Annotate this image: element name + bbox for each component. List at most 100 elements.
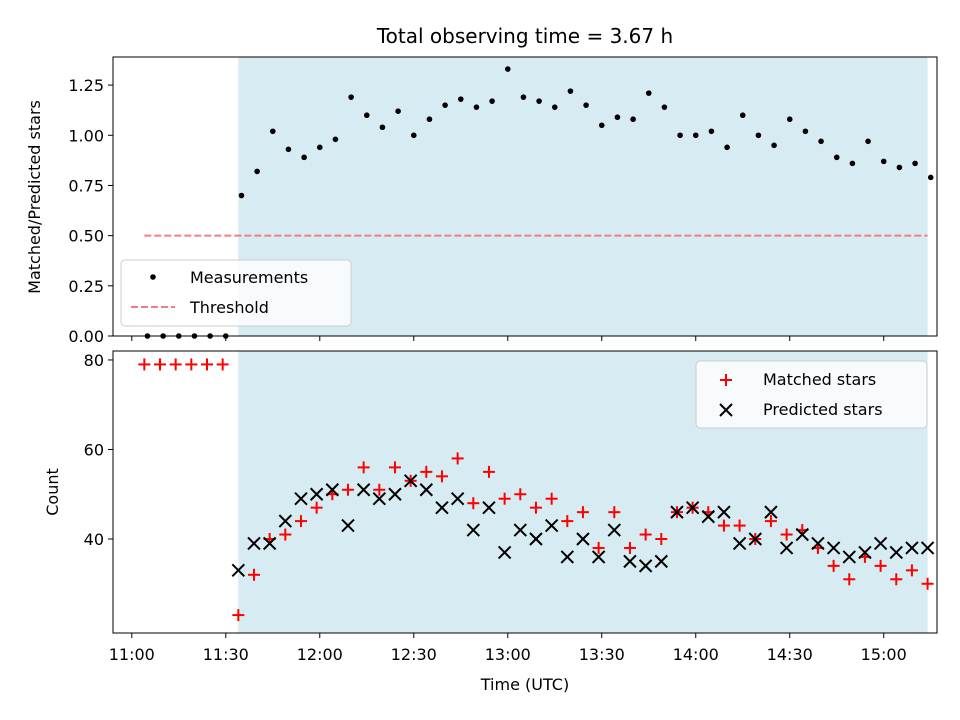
measurement-point — [567, 88, 574, 94]
legend-measurements-label: Measurements — [190, 268, 308, 287]
measurement-point — [661, 104, 668, 110]
predicted-star-point — [826, 541, 841, 555]
predicted-star-point — [262, 536, 277, 551]
predicted-star-point — [670, 505, 684, 519]
measurement-point — [912, 160, 918, 167]
legend-measurements-marker — [150, 274, 156, 280]
predicted-star-point — [419, 483, 434, 497]
matched-star-point — [138, 358, 151, 371]
matched-star-point — [921, 577, 934, 590]
y-tick-label: 1.00 — [68, 126, 104, 145]
matched-star-point — [733, 519, 746, 532]
y-tick-label: 0.25 — [68, 277, 104, 296]
matched-star-point — [529, 501, 542, 514]
matched-star-point — [169, 358, 182, 371]
predicted-star-point — [748, 532, 762, 546]
measurement-point — [771, 142, 777, 149]
measurement-point — [254, 168, 260, 175]
x-tick-label: 13:00 — [485, 645, 531, 664]
x-tick-label: 12:30 — [391, 645, 437, 664]
measurement-point — [348, 94, 354, 100]
matched-star-point — [608, 506, 621, 519]
matched-star-point — [200, 358, 213, 371]
predicted-star-point — [341, 518, 355, 533]
predicted-star-point — [372, 492, 387, 506]
measurement-point — [285, 146, 292, 153]
measurement-point — [583, 102, 589, 108]
predicted-star-point — [576, 532, 590, 546]
measurement-point — [457, 96, 464, 102]
measurement-point — [395, 108, 401, 114]
matched-star-point — [482, 465, 495, 478]
matched-star-point — [890, 573, 903, 586]
measurement-point — [692, 132, 699, 139]
predicted-star-point — [482, 500, 496, 515]
matched-star-point — [357, 461, 370, 474]
matched-star-point — [655, 533, 668, 545]
bottom-x-axis: 11:00 11:30 12:00 12:30 13:00 13:30 14:00 14:30… — [109, 633, 907, 664]
predicted-stars-series — [231, 474, 935, 578]
matched-star-point — [153, 358, 166, 371]
predicted-star-point — [873, 536, 888, 551]
matched-star-point — [247, 568, 260, 581]
top-y-axis-label: Matched/Predicted stars — [25, 100, 44, 294]
measurement-point — [677, 132, 683, 139]
matched-star-point — [717, 519, 730, 532]
y-tick-label: 1.25 — [68, 76, 104, 95]
legend-threshold-label: Threshold — [189, 298, 269, 317]
matched-star-point — [232, 609, 245, 622]
matched-star-point — [874, 559, 887, 572]
predicted-star-point — [732, 536, 747, 551]
x-tick-label: 13:30 — [579, 645, 625, 664]
predicted-star-point — [513, 523, 528, 537]
measurement-point — [551, 104, 558, 110]
measurement-point — [630, 116, 636, 123]
predicted-star-point — [701, 509, 715, 524]
predicted-star-point — [325, 483, 340, 497]
matched-star-point — [827, 559, 840, 572]
top-panel: Total observing time = 3.67 h 0.000.250.… — [25, 24, 938, 346]
matched-star-point — [843, 573, 856, 586]
predicted-star-point — [623, 554, 637, 569]
matched-star-point — [216, 358, 229, 371]
top-legend-box — [120, 259, 352, 327]
predicted-star-point — [560, 550, 575, 564]
measurement-point — [410, 132, 417, 139]
matched-star-point — [545, 492, 558, 505]
measurement-point — [614, 114, 621, 121]
predicted-star-point — [529, 532, 543, 546]
y-tick-label: 40 — [84, 530, 104, 549]
bottom-legend: Matched stars Predicted stars — [695, 360, 928, 429]
predicted-star-point — [858, 545, 872, 560]
measurement-point — [520, 94, 527, 100]
predicted-star-point — [607, 523, 621, 537]
matched-star-point — [905, 564, 918, 577]
top-x-axis-ticks — [131, 336, 885, 341]
predicted-star-point — [388, 487, 402, 501]
measurement-point — [301, 154, 307, 161]
measurement-point — [489, 98, 495, 104]
matched-star-point — [576, 506, 589, 519]
measurement-point — [238, 192, 245, 199]
measurement-point — [802, 128, 809, 135]
predicted-star-point — [247, 536, 261, 551]
bottom-y-axis-label: Count — [43, 468, 62, 516]
measurement-point — [536, 98, 542, 104]
bottom-x-axis-label: Time (UTC) — [480, 675, 569, 694]
y-tick-label: 60 — [84, 440, 104, 459]
predicted-star-point — [905, 541, 919, 555]
matched-star-point — [388, 461, 401, 474]
measurement-point — [645, 90, 652, 96]
predicted-star-point — [920, 541, 935, 555]
measurement-point — [927, 174, 934, 181]
predicted-star-point — [497, 545, 512, 560]
bottom-y-axis: 40 60 80 — [84, 351, 113, 549]
predicted-star-point — [450, 492, 465, 506]
y-tick-label: 80 — [84, 351, 104, 370]
matched-star-point — [451, 452, 464, 465]
matched-star-point — [639, 528, 652, 541]
predicted-star-point — [889, 545, 903, 560]
legend-predicted-label: Predicted stars — [763, 400, 883, 419]
measurement-point — [379, 124, 386, 131]
x-tick-label: 14:30 — [767, 645, 813, 664]
